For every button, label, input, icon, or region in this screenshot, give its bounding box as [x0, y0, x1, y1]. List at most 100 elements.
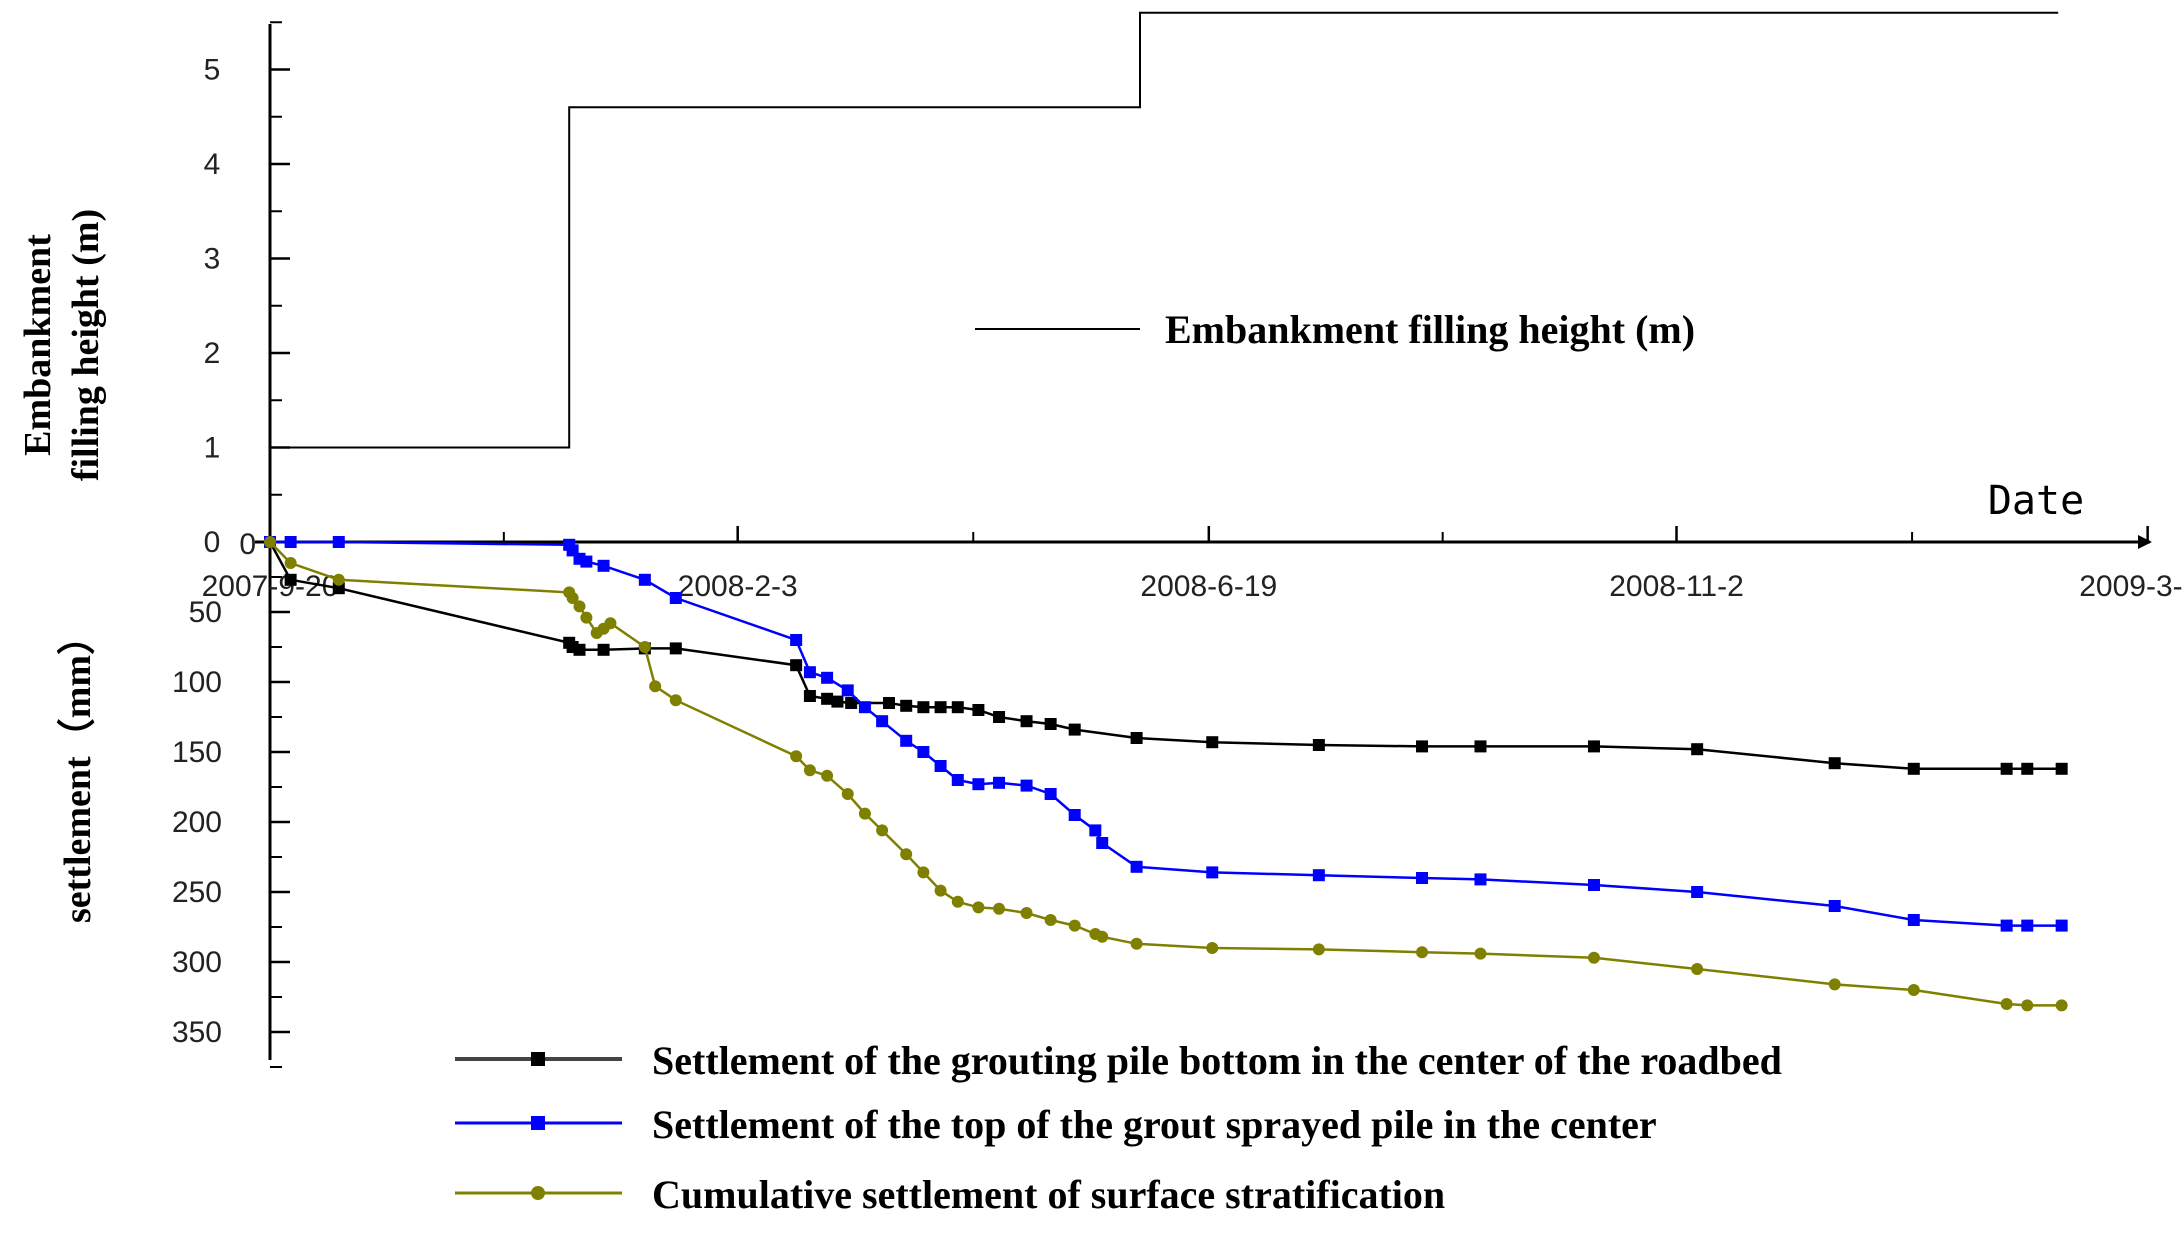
series-point-sprayed-pile-top [841, 684, 854, 697]
series-point-pile-bottom [821, 692, 834, 705]
series-point-sprayed-pile-top [917, 746, 930, 758]
series-point-sprayed-pile-top [1691, 886, 1704, 898]
series-point-pile-bottom [669, 642, 682, 655]
series-point-surface-stratification [900, 848, 913, 861]
series-point-sprayed-pile-top [934, 760, 947, 772]
series-point-surface-stratification [669, 694, 682, 707]
series-point-surface-stratification [803, 764, 816, 777]
series-point-sprayed-pile-top [1416, 872, 1429, 884]
series-point-pile-bottom [1907, 762, 1920, 775]
series-point-sprayed-pile-top [2021, 919, 2034, 932]
series-point-surface-stratification [264, 536, 276, 548]
series-point-pile-bottom [790, 659, 803, 672]
top-y-tick-label: 1 [204, 432, 221, 465]
series-point-surface-stratification [1691, 963, 1704, 975]
legend-label-surface-stratification: Cumulative settlement of surface stratif… [652, 1172, 1445, 1217]
series-point-pile-bottom [831, 695, 844, 708]
bottom-y-zero-label: 0 [239, 528, 256, 561]
series-point-sprayed-pile-top [284, 536, 297, 548]
series-point-sprayed-pile-top [1130, 860, 1143, 873]
series-point-surface-stratification [604, 617, 617, 630]
bottom-y-label: settlement（mm） [57, 617, 99, 923]
legend-label-sprayed-pile-top: Settlement of the top of the grout spray… [652, 1102, 1657, 1147]
top-y-label-line2: filling height (m) [65, 209, 107, 481]
series-point-surface-stratification [790, 750, 803, 763]
series-point-surface-stratification [841, 788, 854, 800]
series-point-surface-stratification [2055, 999, 2068, 1012]
series-point-sprayed-pile-top [1828, 900, 1841, 912]
series-point-sprayed-pile-top [1587, 879, 1600, 891]
series-point-sprayed-pile-top [876, 715, 889, 728]
series-point-surface-stratification [1130, 937, 1143, 950]
series-point-surface-stratification [934, 884, 947, 897]
series-point-surface-stratification [1828, 978, 1841, 991]
series-point-surface-stratification [1096, 930, 1109, 943]
series-point-surface-stratification [1206, 942, 1219, 954]
series-point-surface-stratification [951, 895, 964, 908]
series-point-pile-bottom [917, 701, 930, 714]
series-point-pile-bottom [1044, 718, 1057, 730]
series-point-pile-bottom [1206, 736, 1219, 749]
series-point-surface-stratification [1416, 946, 1429, 959]
series-point-surface-stratification [1312, 943, 1325, 956]
series-point-sprayed-pile-top [638, 573, 651, 586]
series-line-surface-stratification [269, 541, 2062, 1007]
x-tick-label: 2007-9-20 [202, 570, 339, 603]
legend-embankment-label: Embankment filling height (m) [1165, 307, 1695, 352]
series-point-sprayed-pile-top [900, 734, 913, 747]
series-point-sprayed-pile-top [858, 701, 871, 714]
series-point-surface-stratification [638, 641, 651, 653]
series-point-pile-bottom [883, 697, 895, 709]
series-point-pile-bottom [284, 573, 297, 586]
legend-label-pile-bottom: Settlement of the grouting pile bottom i… [652, 1038, 1782, 1083]
series-point-pile-bottom [573, 643, 586, 656]
series-point-surface-stratification [821, 769, 834, 782]
series-point-sprayed-pile-top [1474, 873, 1487, 886]
series-point-sprayed-pile-top [1089, 824, 1102, 837]
legend-item-pile-bottom: Settlement of the grouting pile bottom i… [455, 1038, 1782, 1083]
series-point-pile-bottom [934, 701, 947, 714]
series-point-sprayed-pile-top [951, 774, 964, 786]
series-point-sprayed-pile-top [597, 559, 610, 572]
bottom-y-tick-label: 250 [172, 876, 222, 909]
series-layer [264, 11, 2068, 1012]
series-point-pile-bottom [1587, 740, 1600, 753]
series-point-sprayed-pile-top [1096, 837, 1109, 849]
series-point-surface-stratification [876, 824, 889, 837]
series-point-sprayed-pile-top [1044, 788, 1057, 800]
series-point-surface-stratification [972, 901, 985, 914]
series-point-sprayed-pile-top [669, 592, 682, 604]
series-point-pile-bottom [1691, 743, 1704, 756]
x-tick-label: 2008-6-19 [1140, 570, 1277, 603]
bottom-y-tick-label: 50 [189, 596, 222, 629]
series-point-pile-bottom [332, 582, 345, 595]
top-y-tick-label: 3 [204, 243, 221, 276]
series-point-surface-stratification [649, 680, 662, 693]
top-y-label-line1: Embankment [17, 234, 59, 456]
bottom-y-tick-label: 200 [172, 806, 222, 839]
legend-embankment: Embankment filling height (m) [975, 307, 1695, 352]
series-point-pile-bottom [1474, 740, 1487, 753]
series-point-surface-stratification [332, 573, 345, 586]
series-point-surface-stratification [1020, 907, 1033, 919]
series-point-surface-stratification [917, 866, 930, 879]
series-point-pile-bottom [2055, 762, 2068, 775]
series-point-pile-bottom [1130, 732, 1143, 744]
series-point-pile-bottom [597, 643, 610, 656]
series-point-sprayed-pile-top [1020, 779, 1033, 792]
bottom-y-ticks: 50 100 150 200 250 300 350 0 [172, 528, 290, 1068]
series-point-sprayed-pile-top [580, 555, 593, 568]
series-point-sprayed-pile-top [2000, 919, 2013, 932]
series-point-surface-stratification [2000, 998, 2013, 1010]
series-point-sprayed-pile-top [1312, 869, 1325, 882]
series-point-surface-stratification [993, 902, 1006, 915]
legend-item-sprayed-pile-top: Settlement of the top of the grout spray… [455, 1102, 1657, 1147]
top-y-tick-label: 5 [204, 54, 221, 87]
series-point-surface-stratification [1474, 947, 1487, 960]
series-point-surface-stratification [566, 592, 579, 604]
series-point-sprayed-pile-top [1068, 809, 1081, 821]
series-point-surface-stratification [1068, 919, 1081, 932]
top-y-tick-label: 4 [204, 148, 221, 181]
series-point-pile-bottom [2021, 762, 2034, 775]
